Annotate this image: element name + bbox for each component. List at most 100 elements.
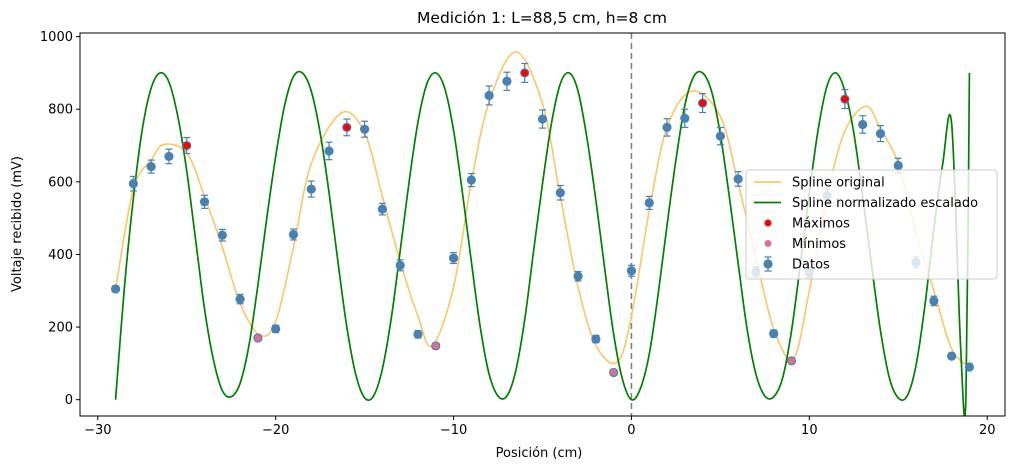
data-point [769, 328, 779, 339]
data-point [555, 184, 565, 201]
data-marker [893, 160, 903, 171]
data-point [929, 295, 939, 307]
data-point [573, 270, 583, 282]
data-marker [591, 334, 601, 344]
minimum-marker [610, 368, 618, 376]
y-tick-label: 400 [48, 248, 73, 263]
y-tick-label: 0 [65, 393, 73, 408]
data-marker [502, 76, 512, 86]
x-tick-label: −30 [84, 423, 111, 438]
data-marker [271, 324, 281, 334]
data-marker [715, 131, 725, 141]
x-axis-label: Posición (cm) [496, 446, 583, 461]
x-tick-label: 10 [801, 423, 818, 438]
legend-dot-swatch [764, 219, 772, 227]
x-tick-label: 0 [627, 423, 635, 438]
plot-frame [79, 32, 1006, 417]
data-point [377, 202, 388, 216]
data-point [360, 120, 370, 138]
legend-item-maximos: Máximos [764, 217, 850, 232]
data-marker [733, 174, 743, 184]
data-marker [644, 198, 654, 208]
data-marker [448, 253, 459, 263]
y-tick-label: 1000 [40, 30, 73, 45]
y-tick-label: 600 [48, 175, 73, 190]
data-marker [947, 351, 957, 361]
x-tick-label: −10 [440, 423, 467, 438]
data-point [235, 293, 245, 305]
legend-item-spline-original: Spline original [754, 176, 885, 191]
data-marker [146, 161, 156, 172]
data-marker [858, 119, 868, 130]
maximum-marker [841, 95, 849, 103]
data-marker [413, 329, 423, 339]
data-marker [537, 114, 548, 124]
legend-label: Máximos [792, 217, 850, 232]
data-point [733, 171, 743, 187]
data-point [413, 329, 423, 339]
data-point [271, 324, 281, 334]
data-marker [288, 229, 299, 240]
data-point [591, 334, 601, 344]
legend-label: Spline normalizado escalado [792, 196, 978, 211]
data-marker [555, 188, 565, 198]
legend-dot-swatch [764, 240, 772, 247]
data-point [128, 175, 138, 192]
data-marker [662, 122, 672, 132]
data-point [484, 85, 494, 106]
data-marker [395, 260, 405, 270]
data-point [537, 109, 548, 129]
legend-label: Mínimos [792, 237, 846, 252]
data-marker [466, 175, 476, 185]
data-point [199, 194, 210, 209]
data-point [306, 180, 316, 198]
legend-box [745, 169, 998, 280]
data-point [947, 351, 957, 361]
data-marker [199, 197, 210, 207]
maximum-marker [343, 123, 351, 131]
data-point [964, 362, 975, 372]
data-point [217, 228, 227, 242]
legend-dot-swatch [763, 259, 773, 269]
legend-label: Datos [792, 258, 830, 273]
chart-title: Medición 1: L=88,5 cm, h=8 cm [417, 9, 667, 27]
maximum-marker [183, 142, 191, 150]
y-tick-label: 800 [48, 103, 73, 118]
data-marker [626, 266, 637, 276]
data-point [395, 259, 405, 272]
data-marker [324, 146, 334, 156]
data-point [875, 124, 886, 143]
data-point [680, 108, 690, 128]
data-marker [573, 271, 583, 281]
data-marker [377, 204, 388, 214]
data-point [288, 228, 299, 241]
data-point [662, 118, 672, 137]
legend-item-spline-scaled: Spline normalizado escalado [754, 196, 978, 211]
maximum-marker [521, 69, 529, 77]
data-point [466, 172, 476, 188]
legend-label: Spline original [792, 176, 885, 191]
data-marker [484, 90, 494, 101]
data-point [146, 159, 156, 174]
minimum-marker [788, 357, 796, 365]
data-marker [360, 124, 370, 134]
data-marker [929, 296, 939, 306]
x-tick-label: −20 [262, 423, 289, 438]
data-point [110, 284, 121, 294]
data-point [715, 126, 725, 146]
data-marker [110, 284, 121, 294]
data-marker [164, 151, 174, 162]
data-point [626, 264, 637, 277]
maximum-marker [699, 99, 707, 107]
data-marker [235, 294, 245, 304]
data-marker [128, 179, 138, 189]
data-point [502, 71, 512, 91]
data-marker [875, 128, 886, 139]
y-tick-label: 200 [48, 321, 73, 336]
data-point [644, 195, 654, 211]
data-point [858, 115, 868, 134]
data-point [448, 252, 459, 265]
data-point [324, 141, 334, 161]
minimum-marker [254, 334, 262, 342]
data-point [164, 148, 174, 165]
